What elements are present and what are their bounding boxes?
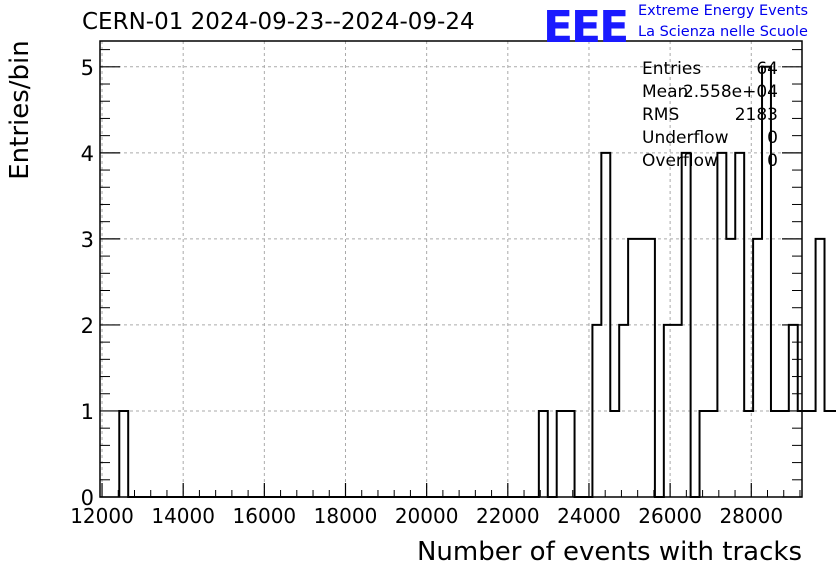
x-tick-label: 28000 — [719, 504, 783, 528]
y-tick-label: 3 — [81, 228, 94, 252]
y-tick-label: 2 — [81, 314, 94, 338]
histogram-outline — [118, 65, 836, 498]
plot-frame — [99, 40, 803, 498]
x-tick-label: 16000 — [233, 504, 297, 528]
x-tick-label: 20000 — [395, 504, 459, 528]
histogram-bin — [637, 239, 646, 497]
histogram-bin — [816, 239, 825, 497]
x-axis-label: Number of events with tracks — [416, 537, 802, 567]
histogram-bin — [119, 411, 128, 497]
histogram-bin — [717, 153, 726, 497]
histogram-bin — [539, 411, 548, 497]
histogram-bin — [628, 239, 637, 497]
histogram-bin — [610, 411, 619, 497]
histogram-bin — [771, 411, 780, 497]
stat-overflow-value: 0 — [767, 151, 778, 171]
histogram-bin — [646, 239, 655, 497]
y-tick-label: 4 — [81, 142, 94, 166]
x-tick-label: 24000 — [557, 504, 621, 528]
stat-underflow-value: 0 — [767, 128, 778, 148]
histogram-bin — [798, 411, 807, 497]
histogram-bin — [780, 411, 789, 497]
stat-underflow-label: Underflow — [642, 128, 729, 148]
histogram-bin — [753, 239, 762, 497]
x-tick-label: 12000 — [70, 504, 134, 528]
histogram-bin — [735, 153, 744, 497]
y-tick-label: 1 — [81, 400, 94, 424]
x-tick-label: 18000 — [314, 504, 378, 528]
stat-overflow-label: Overflow — [642, 151, 718, 171]
y-axis-label: Entries/bin — [5, 40, 35, 180]
stat-mean-value: 2.558e+04 — [682, 82, 778, 102]
chart-title: CERN-01 2024-09-23--2024-09-24 — [82, 9, 475, 35]
histogram-bin — [807, 411, 816, 497]
histogram-bin — [557, 411, 566, 497]
logo-subtitle-line2: La Scienza nelle Scuole — [638, 24, 808, 40]
eee-logo: EEE — [543, 2, 629, 53]
histogram-bin — [673, 325, 682, 497]
histogram-bin — [825, 411, 834, 497]
histogram-bin — [664, 325, 673, 497]
stat-entries-value: 64 — [756, 59, 778, 79]
histogram-bin — [682, 153, 691, 497]
histogram-bin — [700, 411, 709, 497]
logo-subtitle-line1: Extreme Energy Events — [638, 3, 809, 19]
stat-mean-label: Mean — [642, 82, 689, 102]
histogram-bin — [566, 411, 575, 497]
x-tick-label: 26000 — [638, 504, 702, 528]
histogram-bin — [708, 411, 717, 497]
histogram-bin — [726, 239, 735, 497]
x-tick-label: 22000 — [476, 504, 540, 528]
y-tick-label: 0 — [81, 486, 94, 510]
histogram-bin — [592, 325, 601, 497]
stat-entries-label: Entries — [642, 59, 702, 79]
histogram-bin — [601, 153, 610, 497]
x-tick-label: 14000 — [151, 504, 215, 528]
histogram-bin — [789, 325, 798, 497]
histogram-bin — [619, 325, 628, 497]
stat-rms-value: 2183 — [734, 105, 778, 125]
histogram-bin — [744, 411, 753, 497]
stat-rms-label: RMS — [642, 105, 680, 125]
y-tick-label: 5 — [81, 56, 94, 80]
